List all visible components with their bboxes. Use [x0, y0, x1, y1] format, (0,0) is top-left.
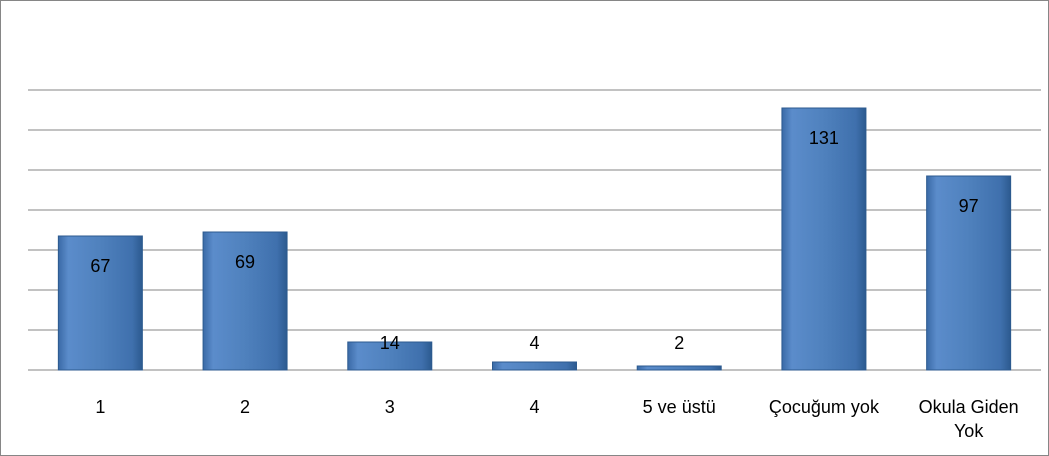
data-label: 97 — [959, 196, 979, 216]
x-tick-label: 5 ve üstü — [642, 397, 716, 417]
data-label: 131 — [809, 128, 839, 148]
x-tick-label: Çocuğum yok — [768, 397, 879, 417]
bar — [781, 107, 867, 371]
data-label: 4 — [529, 333, 539, 353]
data-label: 67 — [90, 256, 110, 276]
data-label: 14 — [380, 333, 400, 353]
bar — [926, 175, 1012, 371]
data-label: 69 — [235, 252, 255, 272]
x-tick-label: Okula Giden Yok — [918, 397, 1019, 441]
bar — [57, 235, 143, 371]
x-tick-label: 3 — [384, 397, 395, 417]
x-tick-label: 4 — [529, 397, 540, 417]
data-label: 2 — [674, 333, 684, 353]
bar — [202, 231, 288, 371]
x-tick-label: 2 — [240, 397, 251, 417]
bar — [347, 341, 433, 371]
x-tick-label: 1 — [95, 397, 106, 417]
bar — [636, 365, 722, 371]
bar — [492, 361, 577, 371]
